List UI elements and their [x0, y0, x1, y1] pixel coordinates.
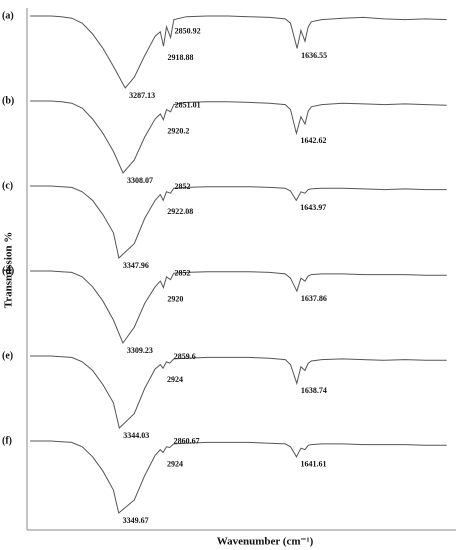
peak-label: 1636.55	[301, 51, 327, 60]
spectrum-line	[30, 270, 447, 345]
peak-label: 2918.88	[168, 53, 194, 62]
panel-label: (d)	[2, 265, 14, 276]
panel-label: (e)	[2, 350, 13, 361]
peak-label: 2924	[167, 375, 183, 384]
spectrum-line	[30, 355, 447, 429]
peak-label: 3308.07	[127, 176, 153, 185]
peak-label: 2850.92	[175, 26, 201, 35]
peak-label: 3309.23	[127, 346, 153, 355]
panel-label: (f)	[2, 435, 12, 446]
peak-label: 2851.01	[175, 101, 201, 110]
peak-label: 1643.97	[300, 203, 326, 212]
x-axis-label: Wavenumber (cm⁻¹)	[217, 536, 314, 548]
peak-label: 3349.67	[123, 516, 149, 525]
spectrum-line	[30, 100, 447, 174]
peak-label: 2852	[174, 268, 190, 277]
peak-label: 3347.96	[123, 261, 149, 270]
panel-label: (c)	[2, 180, 13, 191]
y-axis-label: Transmission %	[3, 232, 15, 309]
peak-label: 1637.86	[301, 294, 327, 303]
peak-label: 2860.67	[174, 436, 200, 445]
peak-label: 2852	[174, 182, 190, 191]
peak-label: 1641.61	[301, 460, 327, 469]
peak-label: 1638.74	[301, 386, 327, 395]
spectrum-line	[30, 15, 447, 89]
panel-label: (b)	[2, 95, 14, 106]
peak-label: 2920.2	[167, 127, 189, 136]
spectrum-line	[30, 185, 447, 259]
peak-label: 2922.08	[167, 207, 193, 216]
peak-label: 2920	[167, 294, 183, 303]
peak-label: 2859.6	[174, 352, 196, 361]
peak-label: 3344.03	[123, 431, 149, 440]
peak-label: 1642.62	[300, 136, 326, 145]
panel-label: (a)	[2, 10, 14, 21]
peak-label: 2924	[167, 459, 183, 468]
peak-label: 3287.13	[129, 91, 155, 100]
spectrum-line	[30, 440, 447, 514]
